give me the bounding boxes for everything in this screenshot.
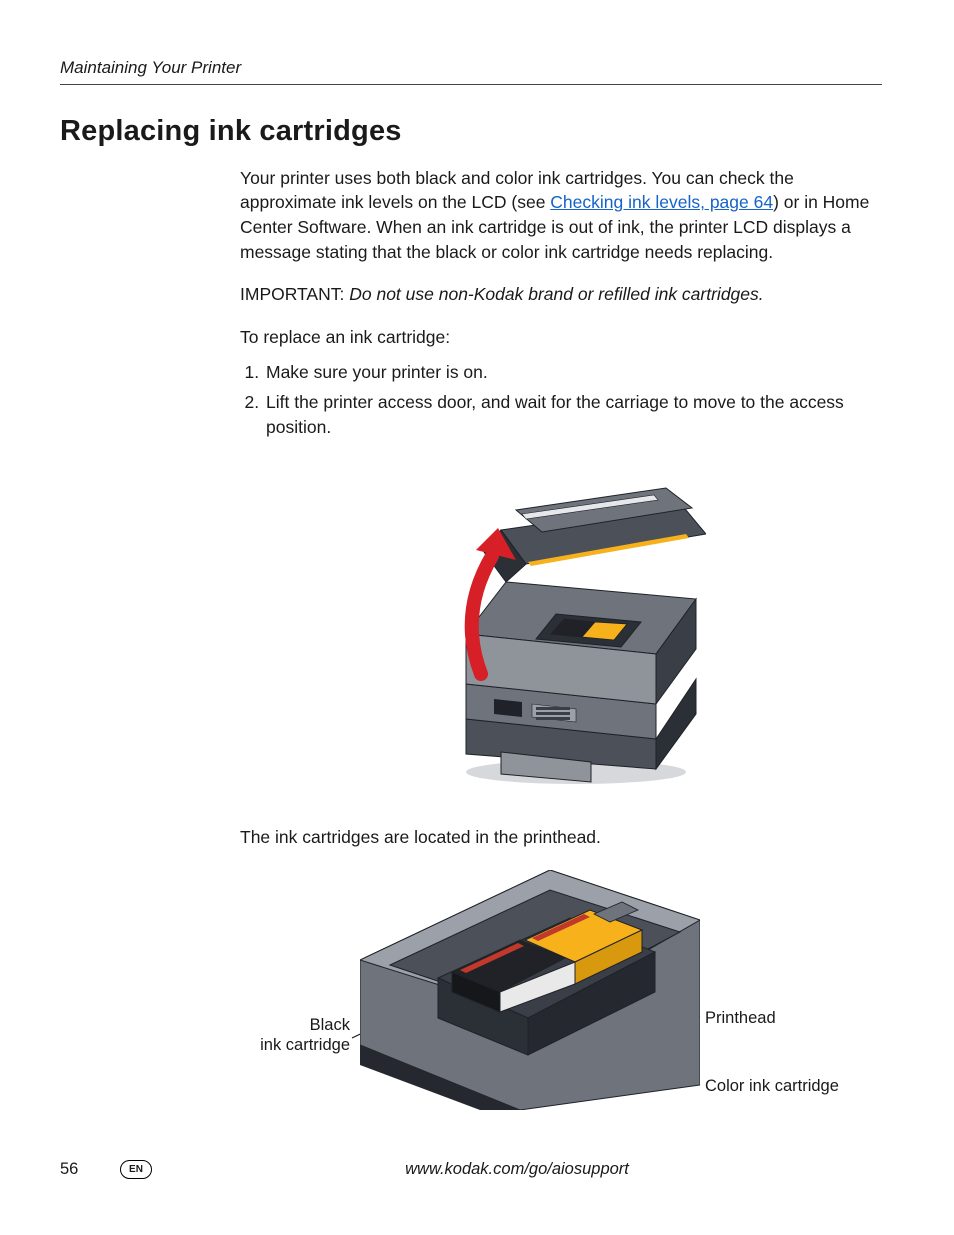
label-color-cartridge: Color ink cartridge — [705, 1076, 839, 1097]
important-note: IMPORTANT: Do not use non-Kodak brand or… — [240, 282, 872, 307]
figure-printer-open — [240, 464, 872, 801]
label-printhead: Printhead — [705, 1008, 776, 1029]
label-black-cartridge: Black ink cartridge — [230, 1015, 350, 1056]
running-head: Maintaining Your Printer — [60, 58, 882, 85]
language-badge: EN — [120, 1160, 152, 1179]
figure-printhead-labeled: Black ink cartridge Printhead Color ink … — [240, 870, 900, 1130]
steps-list: Make sure your printer is on. Lift the p… — [240, 360, 872, 441]
intro-paragraph: Your printer uses both black and color i… — [240, 166, 872, 265]
printer-illustration — [406, 464, 706, 801]
footer-url: www.kodak.com/go/aiosupport — [152, 1160, 882, 1179]
page-number: 56 — [60, 1160, 110, 1179]
page-footer: 56 EN www.kodak.com/go/aiosupport — [60, 1160, 882, 1179]
important-text: Do not use non-Kodak brand or refilled i… — [349, 284, 763, 304]
step-item: Make sure your printer is on. — [264, 360, 872, 385]
section-title: Replacing ink cartridges — [60, 115, 882, 148]
step-item: Lift the printer access door, and wait f… — [264, 390, 872, 440]
printhead-illustration — [360, 870, 700, 1115]
manual-page: Maintaining Your Printer Replacing ink c… — [0, 0, 954, 1235]
mid-paragraph: The ink cartridges are located in the pr… — [240, 825, 872, 850]
body-column: Your printer uses both black and color i… — [240, 166, 872, 850]
important-label: IMPORTANT: — [240, 284, 349, 304]
lead-in: To replace an ink cartridge: — [240, 325, 872, 350]
xref-link[interactable]: Checking ink levels, page 64 — [550, 192, 773, 212]
